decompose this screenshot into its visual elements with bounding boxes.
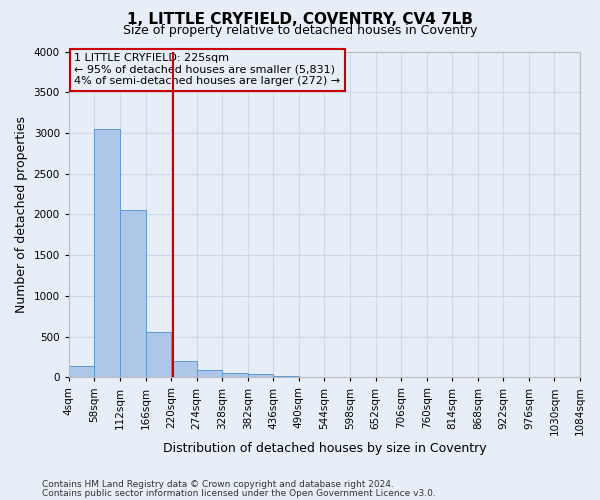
Text: 1, LITTLE CRYFIELD, COVENTRY, CV4 7LB: 1, LITTLE CRYFIELD, COVENTRY, CV4 7LB <box>127 12 473 28</box>
Y-axis label: Number of detached properties: Number of detached properties <box>15 116 28 313</box>
Bar <box>273 376 299 378</box>
Bar <box>197 370 222 378</box>
Text: Size of property relative to detached houses in Coventry: Size of property relative to detached ho… <box>123 24 477 37</box>
Text: Contains HM Land Registry data © Crown copyright and database right 2024.: Contains HM Land Registry data © Crown c… <box>42 480 394 489</box>
Bar <box>248 374 273 378</box>
Bar <box>94 129 120 378</box>
Text: Contains public sector information licensed under the Open Government Licence v3: Contains public sector information licen… <box>42 488 436 498</box>
Text: 1 LITTLE CRYFIELD: 225sqm
← 95% of detached houses are smaller (5,831)
4% of sem: 1 LITTLE CRYFIELD: 225sqm ← 95% of detac… <box>74 53 340 86</box>
Bar <box>69 366 94 378</box>
X-axis label: Distribution of detached houses by size in Coventry: Distribution of detached houses by size … <box>163 442 486 455</box>
Bar <box>146 332 171 378</box>
Bar <box>171 361 197 378</box>
Bar <box>120 210 146 378</box>
Bar <box>222 372 248 378</box>
